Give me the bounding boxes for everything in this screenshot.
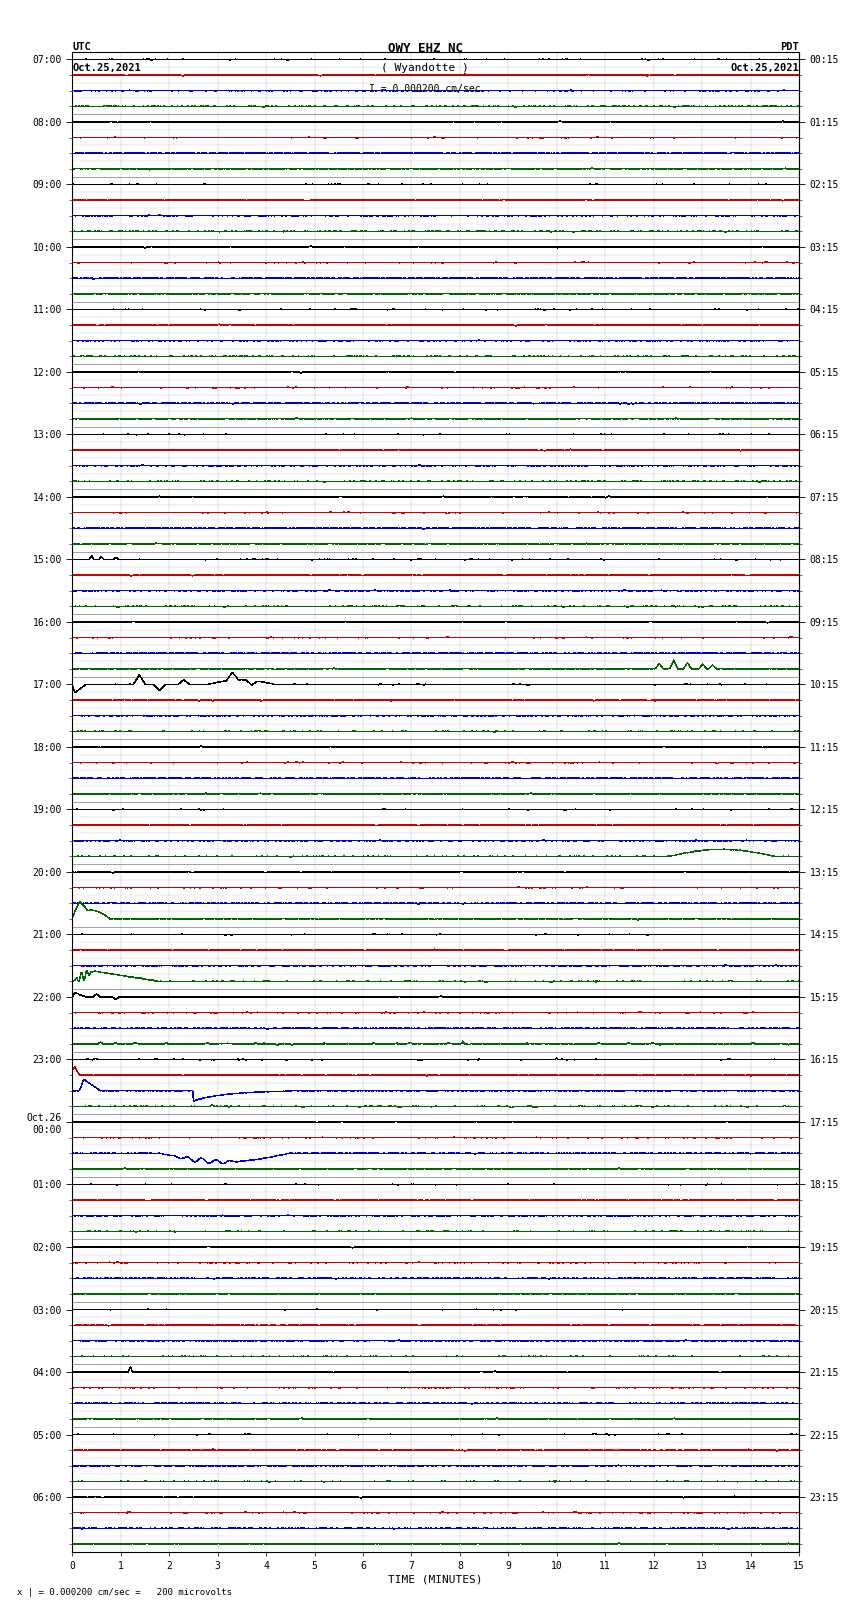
Text: PDT: PDT <box>780 42 799 52</box>
Text: I = 0.000200 cm/sec: I = 0.000200 cm/sec <box>369 84 481 94</box>
Text: ( Wyandotte ): ( Wyandotte ) <box>381 63 469 73</box>
X-axis label: TIME (MINUTES): TIME (MINUTES) <box>388 1574 483 1586</box>
Text: OWY EHZ NC: OWY EHZ NC <box>388 42 462 55</box>
Text: x | = 0.000200 cm/sec =   200 microvolts: x | = 0.000200 cm/sec = 200 microvolts <box>17 1587 232 1597</box>
Text: Oct.25,2021: Oct.25,2021 <box>72 63 141 73</box>
Text: Oct.25,2021: Oct.25,2021 <box>730 63 799 73</box>
Text: UTC: UTC <box>72 42 91 52</box>
